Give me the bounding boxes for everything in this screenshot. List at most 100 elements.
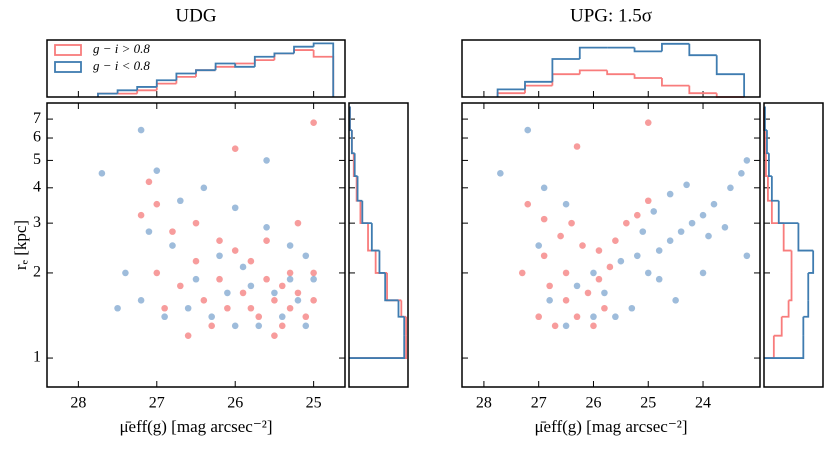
point bbox=[579, 242, 586, 249]
point bbox=[153, 269, 161, 277]
point bbox=[263, 237, 270, 245]
point bbox=[145, 228, 153, 235]
point bbox=[518, 269, 526, 277]
point bbox=[278, 313, 286, 321]
point bbox=[524, 200, 532, 208]
point bbox=[655, 275, 663, 283]
point bbox=[302, 252, 310, 260]
hist-step bbox=[400, 300, 407, 318]
y-tick-label: 4 bbox=[33, 178, 41, 195]
point bbox=[153, 167, 161, 174]
point bbox=[688, 219, 696, 227]
point bbox=[612, 313, 619, 321]
point bbox=[192, 219, 200, 227]
point bbox=[271, 332, 278, 339]
point bbox=[535, 242, 542, 249]
x-tick-label: 28 bbox=[70, 395, 86, 412]
point bbox=[169, 242, 176, 249]
point bbox=[145, 178, 153, 186]
hist-step bbox=[768, 153, 772, 178]
point bbox=[738, 170, 745, 177]
point bbox=[672, 297, 679, 304]
y-tick-label: 3 bbox=[33, 214, 41, 231]
point bbox=[216, 252, 223, 260]
point bbox=[231, 322, 239, 330]
point bbox=[255, 313, 263, 321]
point bbox=[302, 313, 310, 321]
point bbox=[192, 257, 200, 265]
x-tick-label: 27 bbox=[531, 395, 547, 412]
point bbox=[263, 224, 270, 231]
hist-step bbox=[195, 69, 216, 77]
point bbox=[231, 247, 239, 254]
hist-step bbox=[788, 272, 793, 302]
point bbox=[192, 275, 200, 283]
point bbox=[612, 237, 619, 245]
point bbox=[601, 289, 608, 297]
hist-step bbox=[803, 300, 810, 318]
legend-label: g − i > 0.8 bbox=[93, 41, 150, 56]
hist-step bbox=[578, 46, 608, 59]
hist-step bbox=[770, 200, 784, 225]
point bbox=[161, 313, 168, 321]
point bbox=[683, 181, 690, 189]
hist-step bbox=[234, 63, 255, 68]
point bbox=[705, 232, 712, 240]
hist-step bbox=[312, 42, 335, 97]
point bbox=[294, 297, 302, 304]
point bbox=[677, 228, 685, 235]
point bbox=[200, 297, 208, 304]
point bbox=[286, 242, 294, 249]
point bbox=[562, 269, 570, 277]
point bbox=[573, 313, 581, 321]
hist-step bbox=[136, 86, 157, 91]
point bbox=[216, 237, 223, 245]
point bbox=[208, 322, 215, 330]
point bbox=[184, 304, 192, 312]
point bbox=[551, 322, 559, 330]
hist-step bbox=[273, 52, 295, 57]
y-tick-label: 6 bbox=[33, 129, 41, 146]
axes-frame bbox=[461, 39, 761, 98]
axes-frame bbox=[46, 39, 346, 98]
legend-swatch bbox=[54, 44, 82, 56]
point bbox=[633, 252, 641, 260]
point bbox=[200, 184, 208, 192]
y-tick-label: 1 bbox=[33, 349, 41, 366]
hist-step bbox=[767, 176, 772, 202]
point bbox=[590, 313, 597, 321]
hist-step bbox=[764, 335, 805, 359]
hist-step bbox=[715, 55, 746, 97]
point bbox=[224, 304, 231, 312]
point bbox=[540, 215, 548, 223]
hist-step bbox=[386, 272, 402, 302]
point bbox=[137, 297, 145, 304]
point bbox=[247, 282, 255, 290]
hist-step bbox=[361, 200, 372, 225]
hist-step bbox=[356, 176, 363, 202]
hist-step bbox=[293, 49, 314, 54]
point bbox=[540, 252, 548, 260]
axes-frame bbox=[348, 102, 409, 388]
x-tick-label: 26 bbox=[585, 395, 601, 412]
hist-step bbox=[349, 335, 406, 359]
point bbox=[231, 145, 239, 153]
x-tick-label: 24 bbox=[695, 395, 711, 412]
y-axis-label: rₑ [kpc] bbox=[11, 220, 30, 270]
point bbox=[271, 297, 278, 304]
hist-step bbox=[524, 80, 553, 90]
point bbox=[239, 289, 247, 297]
point bbox=[699, 211, 707, 219]
hist-step bbox=[765, 153, 768, 178]
point bbox=[247, 257, 255, 265]
point bbox=[302, 322, 310, 330]
point bbox=[535, 313, 542, 321]
hist-step bbox=[633, 74, 662, 79]
chart-title: UDG bbox=[175, 5, 216, 26]
point bbox=[310, 275, 317, 283]
point bbox=[169, 228, 176, 235]
point bbox=[617, 257, 625, 265]
hist-step bbox=[214, 62, 236, 71]
point bbox=[310, 269, 317, 277]
